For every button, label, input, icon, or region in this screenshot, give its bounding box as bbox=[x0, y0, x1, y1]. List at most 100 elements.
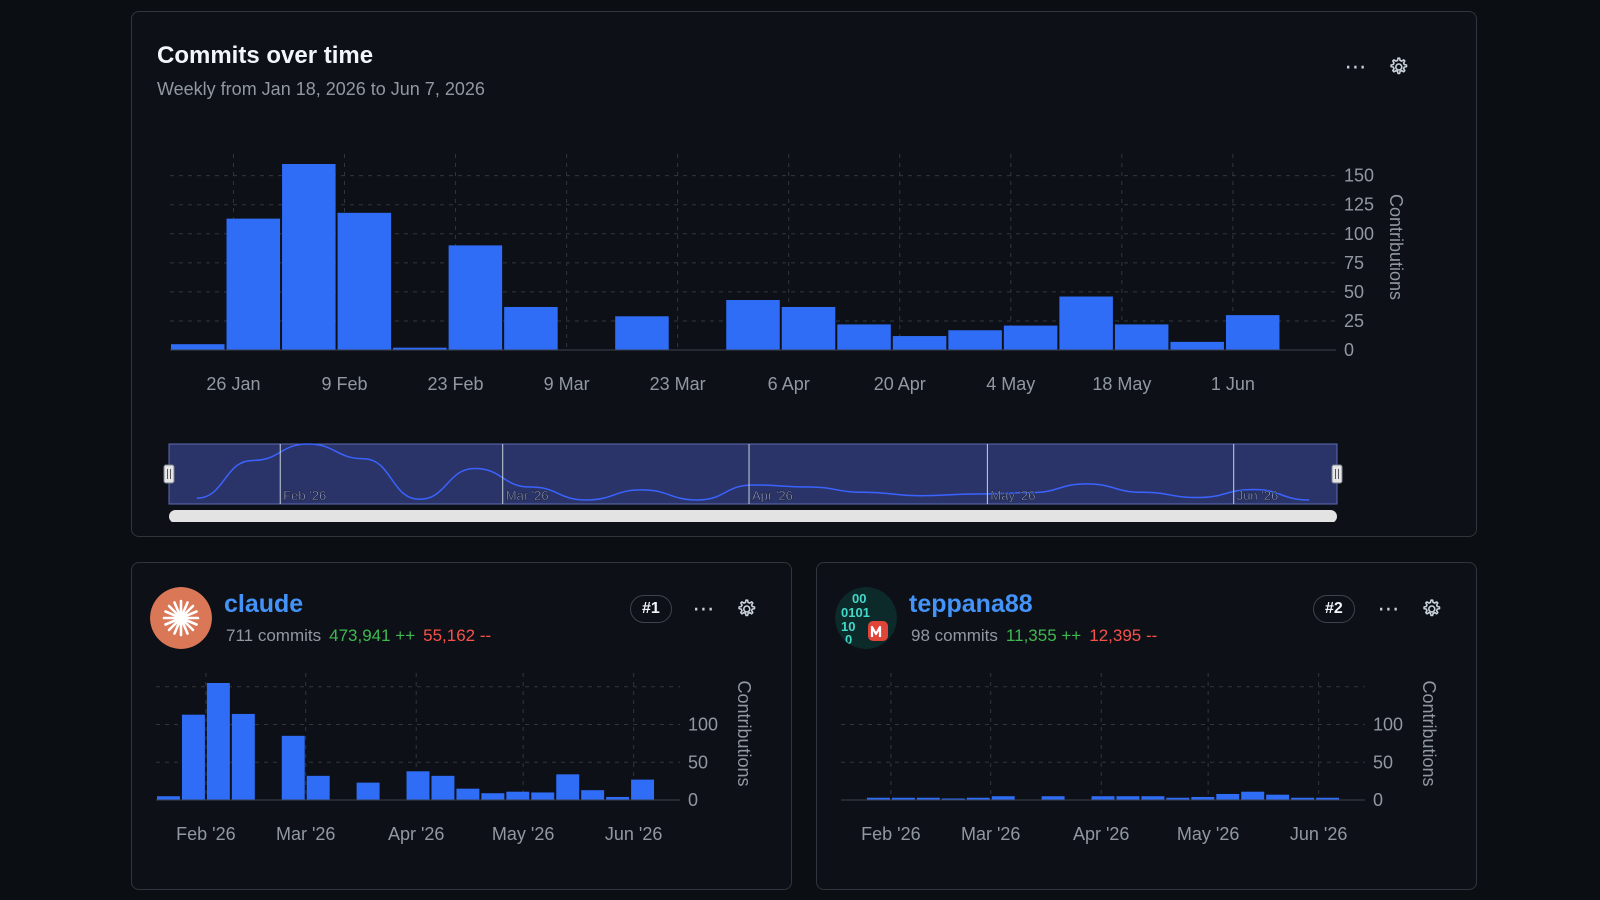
bar[interactable] bbox=[991, 796, 1015, 800]
navigator-selection[interactable] bbox=[168, 443, 1338, 505]
more-options-button[interactable]: ⋯ bbox=[687, 592, 721, 626]
x-tick-label: 26 Jan bbox=[206, 374, 260, 394]
navigator-month-label: Feb '26 bbox=[283, 488, 326, 503]
y-tick-label: 0 bbox=[1344, 340, 1354, 360]
bar[interactable] bbox=[891, 797, 915, 800]
avatar[interactable]: 00 0101 10 0 bbox=[835, 587, 897, 649]
bar[interactable] bbox=[866, 797, 890, 800]
bar[interactable] bbox=[948, 330, 1002, 350]
bar[interactable] bbox=[1225, 315, 1280, 350]
x-tick-label: Feb '26 bbox=[861, 824, 920, 844]
bar[interactable] bbox=[431, 775, 455, 800]
bar[interactable] bbox=[1091, 796, 1115, 800]
bar[interactable] bbox=[1116, 796, 1140, 800]
bar[interactable] bbox=[281, 735, 305, 800]
bar[interactable] bbox=[606, 796, 630, 800]
x-tick-label: Apr '26 bbox=[388, 824, 444, 844]
bar[interactable] bbox=[781, 306, 836, 350]
x-tick-label: Jun '26 bbox=[1290, 824, 1347, 844]
bar[interactable] bbox=[916, 797, 940, 800]
rank-badge: #1 bbox=[630, 595, 672, 623]
contributor-username-link[interactable]: claude bbox=[224, 590, 304, 618]
bar[interactable] bbox=[337, 212, 392, 350]
y-tick-label: 150 bbox=[1344, 166, 1374, 186]
bar[interactable] bbox=[1170, 341, 1224, 350]
settings-button[interactable] bbox=[1381, 50, 1415, 84]
chart-subtitle: Weekly from Jan 18, 2026 to Jun 7, 2026 bbox=[157, 79, 485, 99]
bar[interactable] bbox=[506, 791, 530, 800]
bar[interactable] bbox=[1003, 325, 1058, 350]
bar[interactable] bbox=[726, 300, 780, 350]
x-tick-label: 4 May bbox=[986, 374, 1035, 394]
more-options-button[interactable]: ⋯ bbox=[1372, 592, 1406, 626]
more-options-button[interactable]: ⋯ bbox=[1339, 50, 1373, 84]
commit-count: 98 commits bbox=[911, 626, 998, 645]
bar[interactable] bbox=[837, 324, 891, 350]
avatar[interactable] bbox=[150, 587, 212, 649]
additions-count: 11,355 ++ bbox=[1005, 626, 1082, 645]
y-tick-label: 50 bbox=[1344, 282, 1364, 302]
bar[interactable] bbox=[181, 714, 205, 800]
bar[interactable] bbox=[1291, 797, 1315, 800]
bar[interactable] bbox=[481, 793, 505, 800]
bar[interactable] bbox=[171, 344, 225, 350]
bar[interactable] bbox=[631, 779, 655, 800]
bar[interactable] bbox=[892, 336, 947, 350]
bar[interactable] bbox=[1141, 796, 1165, 800]
contributor-bar-chart: Feb '26 Mar '26 Apr '26 May '26 Jun '26 0 50 10… bbox=[156, 673, 754, 844]
bar[interactable] bbox=[1316, 797, 1340, 800]
bar[interactable] bbox=[356, 782, 380, 800]
y-tick-label: 0 bbox=[1373, 790, 1383, 810]
bar[interactable] bbox=[531, 792, 555, 800]
y-tick-label: 100 bbox=[1373, 715, 1403, 735]
x-tick-label: May '26 bbox=[492, 824, 554, 844]
bar[interactable] bbox=[1166, 797, 1190, 800]
bar[interactable] bbox=[1241, 791, 1265, 800]
gear-icon bbox=[1423, 599, 1441, 617]
navigator-month-label: Mar '26 bbox=[506, 488, 549, 503]
y-tick-label: 100 bbox=[1344, 224, 1374, 244]
bar[interactable] bbox=[966, 797, 990, 800]
bar[interactable] bbox=[1114, 324, 1169, 350]
bar[interactable] bbox=[157, 796, 180, 800]
bar[interactable] bbox=[941, 798, 965, 800]
bar[interactable] bbox=[282, 164, 336, 350]
x-tick-label: Mar '26 bbox=[961, 824, 1020, 844]
y-tick-label: 100 bbox=[688, 715, 718, 735]
settings-button[interactable] bbox=[1414, 592, 1448, 626]
sunburst-logo-icon bbox=[150, 587, 212, 649]
gear-icon bbox=[738, 599, 756, 617]
y-tick-label: 75 bbox=[1344, 253, 1364, 273]
bar[interactable] bbox=[306, 775, 330, 800]
bar[interactable] bbox=[615, 316, 669, 350]
bar[interactable] bbox=[1041, 796, 1065, 800]
navigator-handle[interactable] bbox=[1331, 464, 1343, 484]
range-navigator[interactable]: Feb '26 Mar '26 Apr '26 May '26 Jun '26 bbox=[132, 412, 1476, 522]
bar[interactable] bbox=[1266, 794, 1290, 800]
bar[interactable] bbox=[581, 790, 605, 800]
navigator-handle[interactable] bbox=[163, 464, 175, 484]
chart-title: Commits over time bbox=[157, 42, 374, 69]
bar[interactable] bbox=[456, 788, 480, 800]
bar[interactable] bbox=[226, 218, 281, 350]
y-axis-label: Contributions bbox=[734, 680, 754, 786]
bar[interactable] bbox=[1059, 296, 1113, 350]
bar[interactable] bbox=[406, 771, 430, 800]
settings-button[interactable] bbox=[729, 592, 763, 626]
bar[interactable] bbox=[448, 245, 503, 350]
navigator-month-label: May '26 bbox=[990, 488, 1035, 503]
bar[interactable] bbox=[556, 774, 580, 800]
bar[interactable] bbox=[231, 713, 255, 800]
svg-text:00: 00 bbox=[852, 591, 866, 606]
y-tick-label: 50 bbox=[688, 752, 708, 772]
x-tick-label: Apr '26 bbox=[1073, 824, 1129, 844]
contributor-card: 00 0101 10 0 teppana88 98 commits 11,355 … bbox=[816, 562, 1477, 890]
bar[interactable] bbox=[393, 347, 447, 350]
bar[interactable] bbox=[206, 683, 230, 800]
navigator-scrollbar[interactable] bbox=[169, 510, 1337, 522]
bar[interactable] bbox=[504, 306, 558, 350]
bar[interactable] bbox=[1191, 796, 1215, 800]
contributor-username-link[interactable]: teppana88 bbox=[909, 590, 1033, 618]
bar[interactable] bbox=[1216, 793, 1240, 800]
contributor-bar-chart: Feb '26 Mar '26 Apr '26 May '26 Jun '26 0 50 10… bbox=[841, 673, 1439, 844]
